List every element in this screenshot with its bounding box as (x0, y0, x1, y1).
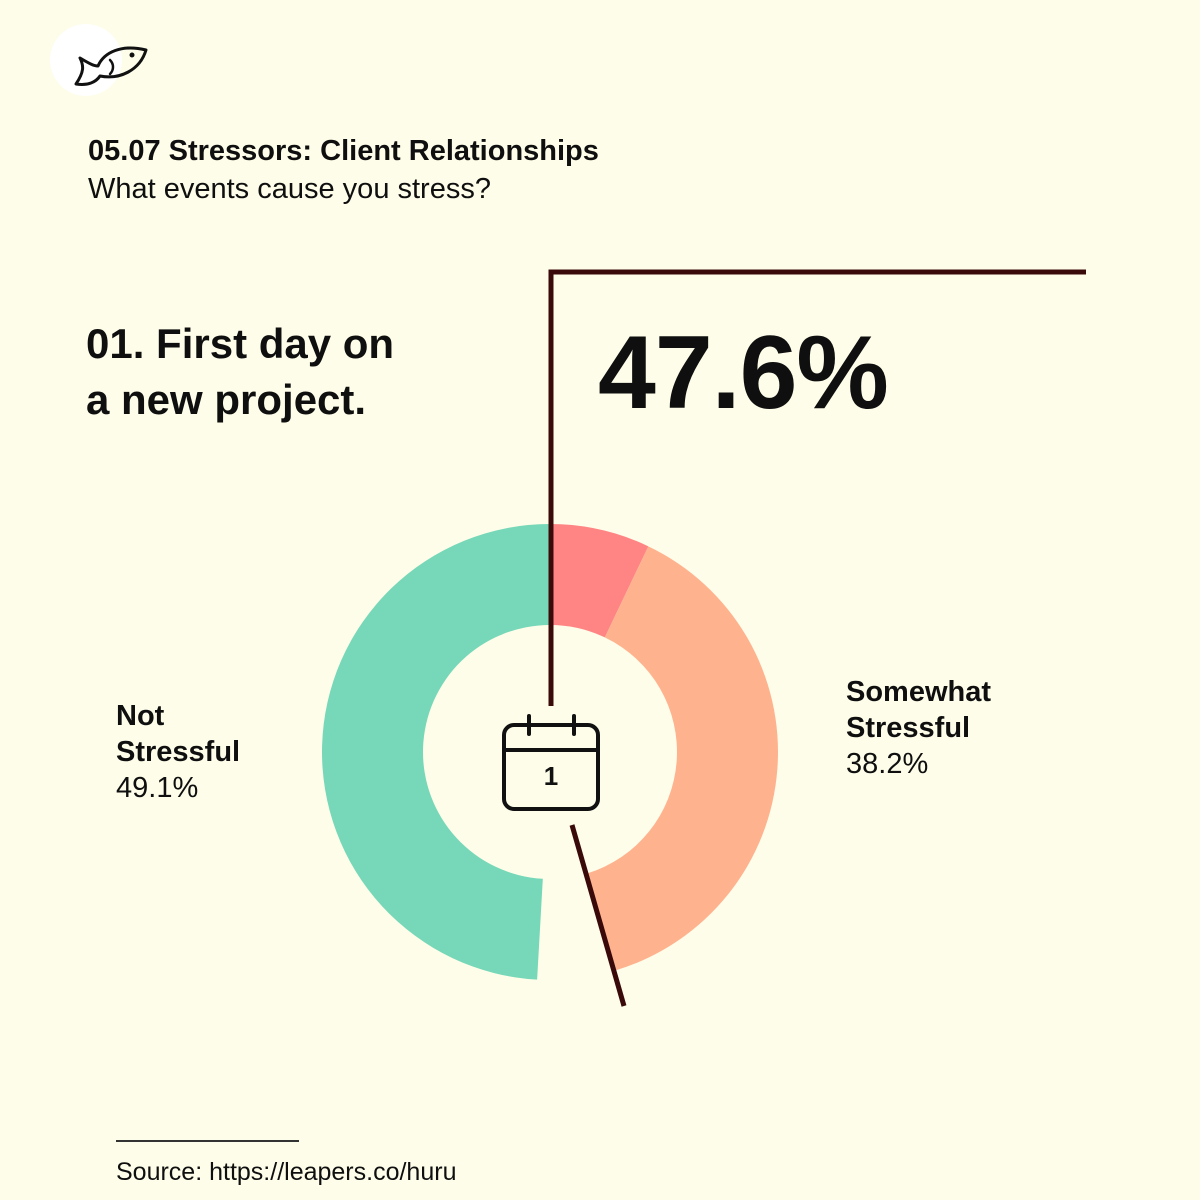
label-not-stressful-value: 49.1% (116, 772, 199, 804)
calendar-icon (502, 714, 600, 811)
label-not-stressful-line2: Stressful (116, 736, 241, 768)
label-somewhat-stressful-line1: Somewhat (846, 676, 992, 708)
source-text: Source: https://leapers.co/huru (116, 1158, 457, 1186)
page-title: 05.07 Stressors: Client Relationships (88, 135, 599, 167)
label-somewhat-stressful-value: 38.2% (846, 748, 929, 780)
donut-slices (322, 524, 778, 980)
logo-badge (50, 24, 148, 96)
label-not-stressful: Not Stressful 49.1% (116, 698, 240, 806)
label-somewhat-stressful-line2: Stressful (846, 712, 971, 744)
fish-icon (74, 46, 148, 86)
page-subtitle: What events cause you stress? (88, 173, 491, 205)
donut-slice-very (550, 524, 649, 638)
source-divider (116, 1140, 299, 1142)
leader-line-bottom (569, 824, 627, 1007)
donut-slice-somewhat (586, 546, 778, 971)
label-not-stressful-line1: Not (116, 700, 165, 732)
question-line-2: a new project. (86, 376, 367, 423)
donut-slice-not (322, 524, 550, 980)
question-text: 01. First day on a new project. (86, 316, 394, 428)
highlight-percent: 47.6% (598, 315, 889, 431)
leader-line-top (548, 269, 1086, 706)
calendar-day-number: 1 (544, 761, 558, 791)
label-somewhat-stressful: Somewhat Stressful 38.2% (846, 674, 991, 782)
question-line-1: 01. First day on (86, 320, 395, 367)
